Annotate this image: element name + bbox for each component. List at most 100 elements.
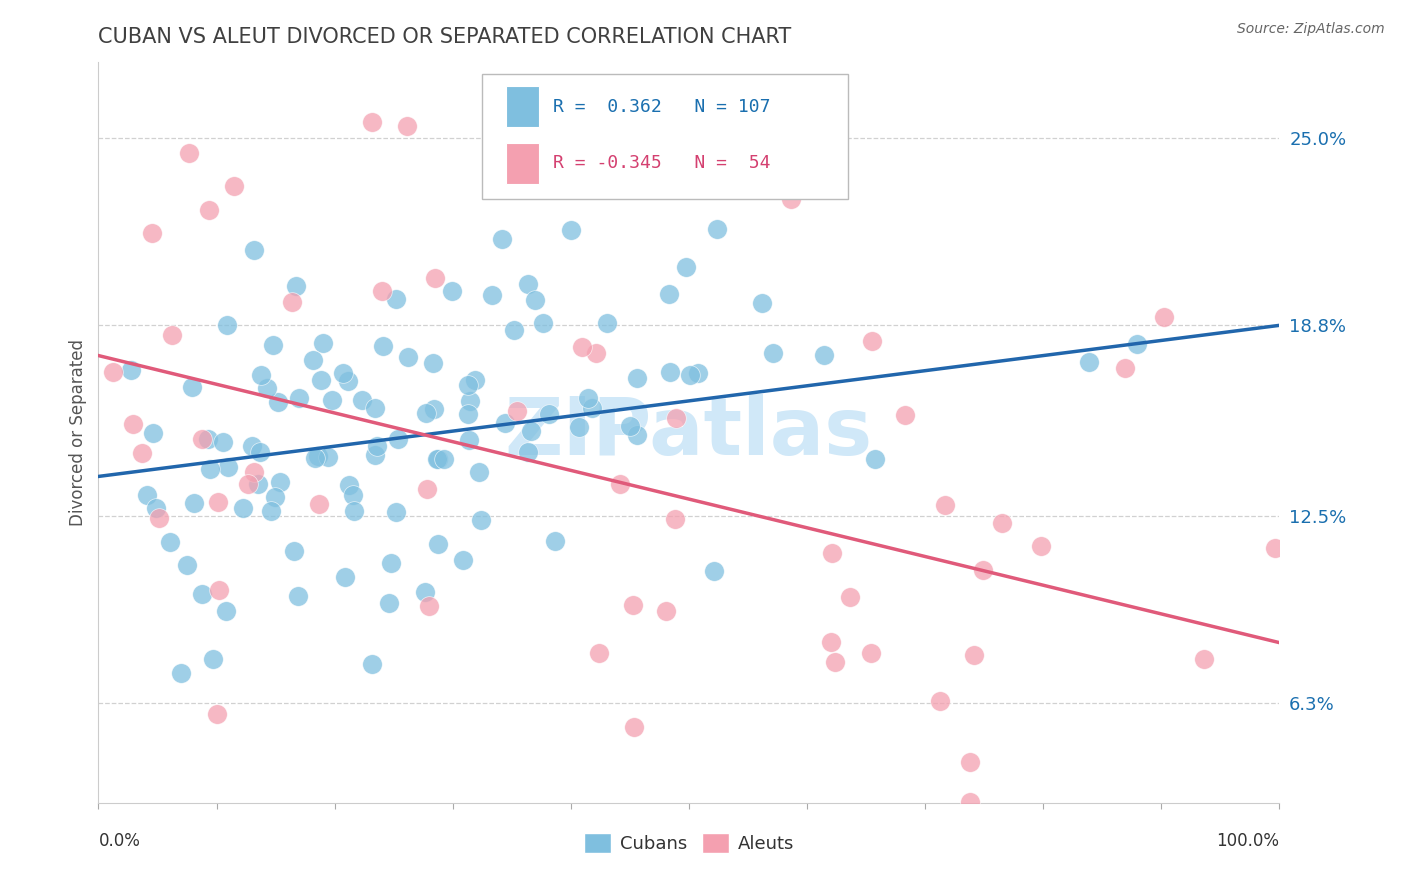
Point bbox=[457, 378, 479, 392]
Point bbox=[494, 417, 516, 431]
Point bbox=[517, 277, 540, 291]
Point bbox=[285, 279, 308, 293]
Point bbox=[751, 296, 773, 310]
Point bbox=[413, 584, 436, 599]
Point bbox=[458, 433, 481, 447]
Point bbox=[703, 564, 725, 578]
Point bbox=[517, 445, 540, 459]
Text: R =  0.362   N = 107: R = 0.362 N = 107 bbox=[553, 97, 770, 116]
Point bbox=[281, 295, 304, 310]
Point bbox=[416, 482, 439, 496]
Point bbox=[571, 340, 593, 354]
Point bbox=[335, 569, 357, 583]
Point bbox=[560, 223, 582, 237]
Point bbox=[821, 546, 844, 560]
Point bbox=[440, 284, 463, 298]
Point bbox=[267, 394, 290, 409]
Point bbox=[307, 449, 329, 463]
Point bbox=[336, 374, 359, 388]
Point bbox=[433, 451, 456, 466]
Point bbox=[959, 755, 981, 769]
Point bbox=[131, 446, 153, 460]
Point bbox=[249, 368, 271, 383]
Point bbox=[215, 604, 238, 618]
Point bbox=[246, 477, 269, 491]
Point bbox=[458, 394, 481, 409]
Point bbox=[568, 420, 591, 434]
Point bbox=[813, 348, 835, 362]
Point bbox=[626, 370, 648, 384]
Point bbox=[655, 604, 678, 618]
Point bbox=[596, 317, 619, 331]
Point bbox=[191, 587, 214, 601]
Bar bbox=[506, 87, 538, 127]
Point bbox=[658, 287, 681, 301]
Point bbox=[664, 512, 686, 526]
Point bbox=[205, 707, 228, 722]
Point bbox=[1078, 355, 1101, 369]
Point bbox=[934, 498, 956, 512]
Point bbox=[762, 346, 785, 360]
Point bbox=[145, 501, 167, 516]
Legend: Cubans, Aleuts: Cubans, Aleuts bbox=[576, 826, 801, 861]
Point bbox=[352, 392, 374, 407]
Point bbox=[159, 535, 181, 549]
Point bbox=[457, 407, 479, 421]
Point bbox=[385, 292, 408, 306]
Point bbox=[363, 449, 385, 463]
Point bbox=[141, 226, 163, 240]
Y-axis label: Divorced or Separated: Divorced or Separated bbox=[69, 339, 87, 526]
Point bbox=[820, 635, 842, 649]
Point bbox=[202, 651, 225, 665]
Point bbox=[665, 411, 688, 425]
Point bbox=[839, 591, 862, 605]
Point bbox=[197, 432, 219, 446]
Point bbox=[1029, 539, 1052, 553]
Point bbox=[242, 465, 264, 479]
Point bbox=[395, 119, 418, 133]
Point bbox=[396, 351, 419, 365]
Text: ZIPatlas: ZIPatlas bbox=[505, 393, 873, 472]
Point bbox=[236, 477, 259, 491]
Point bbox=[222, 178, 245, 193]
Point bbox=[170, 665, 193, 680]
Text: CUBAN VS ALEUT DIVORCED OR SEPARATED CORRELATION CHART: CUBAN VS ALEUT DIVORCED OR SEPARATED COR… bbox=[98, 27, 792, 47]
Point bbox=[360, 115, 382, 129]
Text: Source: ZipAtlas.com: Source: ZipAtlas.com bbox=[1237, 22, 1385, 37]
Point bbox=[1114, 361, 1136, 376]
Point bbox=[468, 465, 491, 479]
Point bbox=[332, 366, 354, 380]
Point bbox=[415, 406, 437, 420]
Point bbox=[121, 417, 143, 432]
Point bbox=[464, 373, 486, 387]
Point bbox=[451, 553, 474, 567]
Point bbox=[256, 381, 278, 395]
Point bbox=[423, 270, 446, 285]
Point bbox=[263, 490, 285, 504]
Point bbox=[142, 425, 165, 440]
Point bbox=[619, 418, 641, 433]
Point bbox=[312, 336, 335, 351]
Point bbox=[148, 511, 170, 525]
Point bbox=[423, 401, 446, 416]
Point bbox=[991, 516, 1014, 530]
Point bbox=[304, 450, 326, 465]
Point bbox=[101, 365, 124, 379]
Point bbox=[316, 450, 339, 464]
Point bbox=[626, 428, 648, 442]
Point bbox=[366, 439, 388, 453]
Point bbox=[427, 451, 450, 466]
Point bbox=[959, 795, 981, 809]
Point bbox=[262, 338, 284, 352]
Point bbox=[309, 373, 332, 387]
Point bbox=[1153, 310, 1175, 325]
Point bbox=[191, 432, 214, 446]
Bar bbox=[506, 143, 538, 184]
Point bbox=[623, 720, 645, 734]
Point bbox=[240, 439, 263, 453]
Point bbox=[249, 445, 271, 459]
Point bbox=[301, 353, 323, 368]
Point bbox=[136, 487, 159, 501]
Point bbox=[207, 495, 229, 509]
Point bbox=[426, 537, 449, 551]
